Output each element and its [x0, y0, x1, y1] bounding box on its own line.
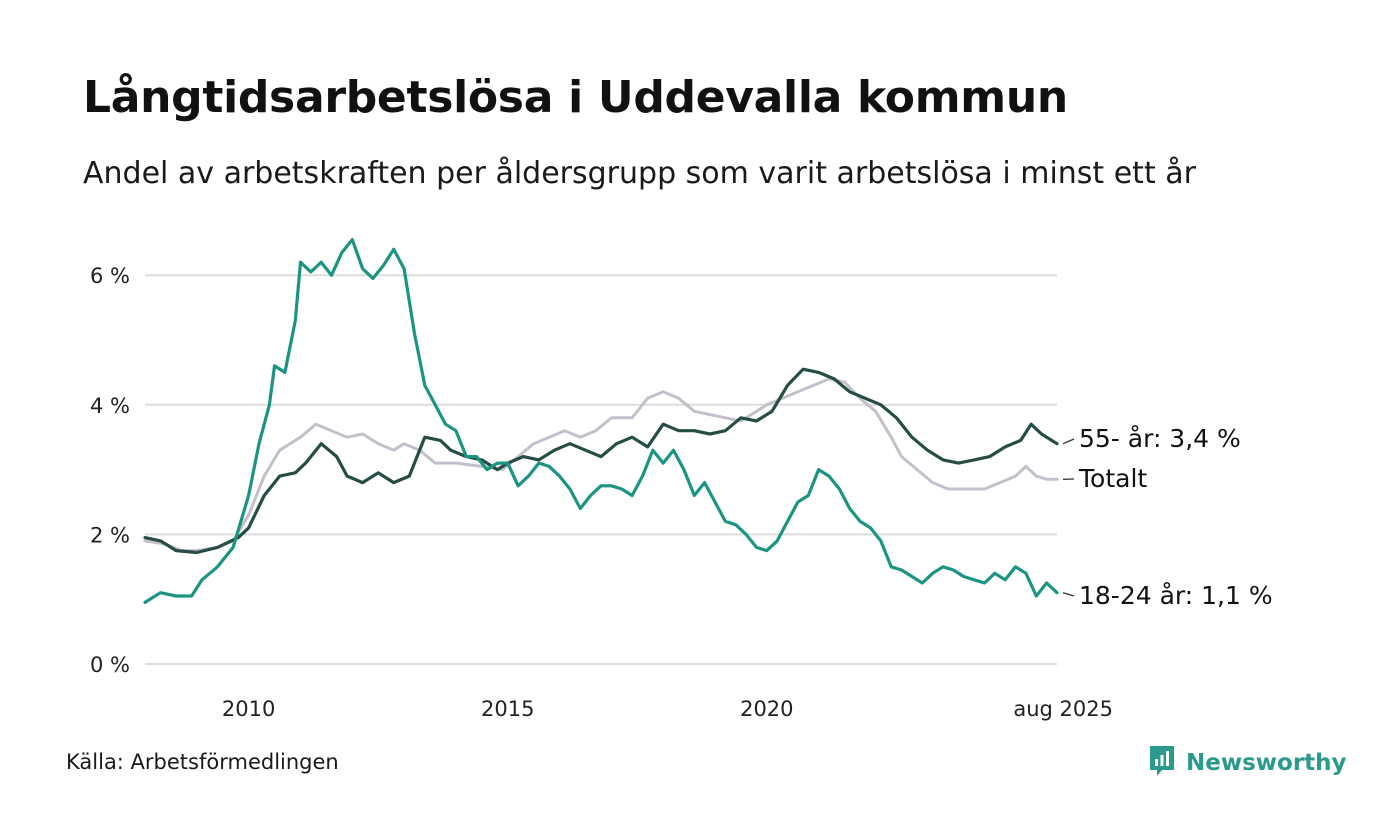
series-line-age_18_24 [143, 238, 1059, 604]
series-label-leader [1062, 438, 1075, 445]
y-axis-ticks: 0 % 2 % 4 % 6 % [90, 264, 130, 677]
page-title: Långtidsarbetslösa i Uddevalla kommun [83, 72, 1068, 123]
series-end-label-age_55: 55- år: 3,4 % [1079, 424, 1241, 453]
x-tick-label: 2010 [222, 697, 275, 721]
y-tick-label: 2 % [90, 523, 130, 547]
series-end-labels: Totalt 55- år: 3,4 % 18-24 år: 1,1 % [1062, 424, 1273, 610]
y-tick-label: 0 % [90, 653, 130, 677]
series-label-leader [1062, 592, 1075, 597]
brand-name: Newsworthy [1186, 750, 1347, 776]
brand-logo[interactable]: Newsworthy [1148, 744, 1347, 782]
source-note: Källa: Arbetsförmedlingen [66, 750, 339, 774]
series-lines [143, 238, 1059, 604]
x-tick-label: 2020 [740, 697, 793, 721]
newsworthy-logo-icon [1148, 744, 1176, 782]
series-line-total [143, 377, 1059, 553]
y-tick-label: 6 % [90, 264, 130, 288]
series-line-age_55 [143, 367, 1059, 555]
page-subtitle: Andel av arbetskraften per åldersgrupp s… [83, 156, 1196, 191]
series-end-label-total: Totalt [1078, 464, 1147, 493]
y-tick-label: 4 % [90, 394, 130, 418]
x-tick-label: 2015 [481, 697, 534, 721]
series-end-label-age_18_24: 18-24 år: 1,1 % [1079, 581, 1273, 610]
x-tick-label: aug 2025 [1013, 697, 1113, 721]
x-axis-ticks: 2010 2015 2020 aug 2025 [222, 697, 1113, 721]
grid-lines [145, 274, 1057, 665]
